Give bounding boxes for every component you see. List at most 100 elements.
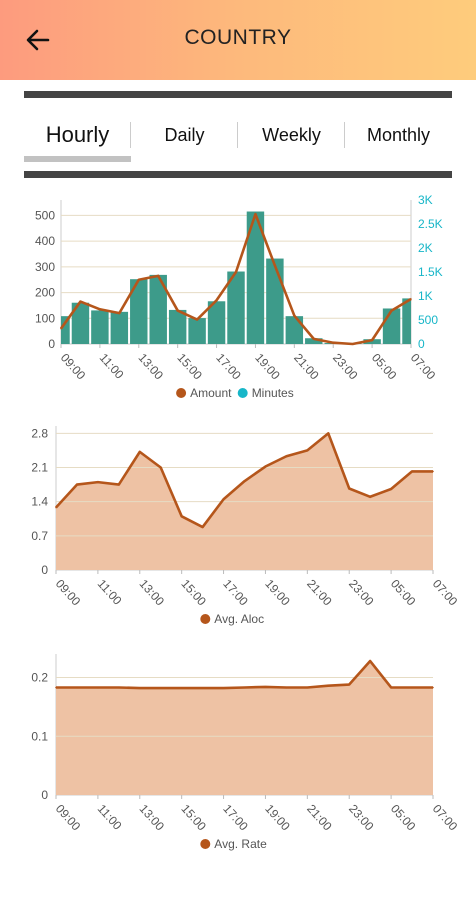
avg-aloc-chart: 0 0.7 1.4 2.1 2.8 09:00 11:00 13:00 15:00 17:00 19… (31, 426, 461, 626)
series-point (118, 483, 120, 486)
y-tick-label: 0.2 (31, 671, 48, 685)
tab-daily[interactable]: Daily (131, 112, 238, 160)
series-point (138, 451, 141, 453)
series-point (97, 686, 99, 689)
series-point (180, 515, 183, 518)
series-point (306, 686, 309, 689)
series-point (411, 470, 413, 473)
y-left-tick-label: 400 (35, 234, 55, 248)
tab-label: Weekly (262, 125, 321, 145)
minutes-bar (363, 339, 381, 344)
y-right-tick-label: 0 (418, 337, 425, 351)
x-tick-label: 23:00 (330, 351, 361, 383)
minutes-bar (91, 310, 109, 344)
series-point (390, 488, 392, 490)
x-tick-label: 09:00 (53, 802, 84, 834)
x-tick-label: 07:00 (430, 577, 461, 609)
tab-monthly[interactable]: Monthly (345, 112, 452, 160)
tab-separator (130, 122, 131, 148)
legend-marker (237, 388, 248, 398)
legend-marker (200, 614, 211, 624)
amount-point (60, 327, 62, 330)
minutes-bar (285, 316, 304, 344)
x-tick-label: 17:00 (213, 351, 244, 383)
avg-rate-chart: 0 0.1 0.2 09:00 11:00 13:00 15:00 17:00 19:00 21:… (31, 654, 461, 851)
amount-point (332, 341, 335, 344)
series-point (390, 686, 392, 689)
series-point (222, 687, 225, 689)
series-point (97, 481, 99, 483)
page-title: COUNTRY (184, 26, 292, 49)
minutes-bar (168, 309, 187, 344)
minutes-bar (207, 301, 226, 344)
tab-weekly[interactable]: Weekly (238, 112, 345, 160)
amount-point (235, 271, 237, 273)
x-tick-label: 07:00 (430, 802, 461, 834)
series-point (432, 470, 434, 473)
active-tab-indicator (24, 156, 131, 162)
y-right-tick-label: 2K (418, 241, 433, 255)
legend-label: Avg. Aloc (214, 612, 264, 626)
y-left-tick-label: 500 (35, 208, 55, 222)
legend-marker (200, 839, 211, 849)
series-point (285, 686, 288, 689)
series-point (327, 684, 330, 687)
series-point (327, 432, 330, 435)
y-left-tick-label: 0 (48, 337, 55, 351)
series-point (348, 683, 351, 686)
period-tabs: Hourly Daily Weekly Monthly (24, 112, 452, 162)
x-tick-label: 17:00 (220, 577, 251, 609)
y-tick-label: 2.8 (31, 426, 48, 440)
x-tick-label: 05:00 (388, 802, 419, 834)
minutes-bar (227, 271, 245, 344)
series-point (285, 455, 288, 458)
series-point (159, 466, 162, 469)
series-point (201, 526, 204, 528)
minutes-bar (130, 279, 148, 344)
x-tick-label: 13:00 (137, 802, 168, 834)
amount-point (371, 339, 373, 341)
x-tick-label: 21:00 (291, 351, 322, 383)
amount-point (215, 299, 218, 302)
amount-point (254, 213, 257, 215)
y-tick-label: 0 (41, 563, 48, 577)
series-area (56, 661, 433, 795)
tab-label: Hourly (45, 122, 110, 147)
series-point (159, 687, 162, 689)
x-tick-label: 19:00 (262, 577, 293, 609)
x-tick-label: 13:00 (137, 577, 168, 609)
minutes-bar (149, 274, 167, 344)
legend-marker (176, 388, 187, 398)
amount-minutes-chart: 0 100 200 300 400 500 0 500 1K 1.5K 2K 2.5K 3K 09:00 1… (35, 193, 443, 400)
minutes-bar (402, 298, 411, 344)
series-point (243, 686, 246, 689)
y-left-tick-label: 300 (35, 260, 55, 274)
series-point (55, 686, 57, 689)
back-arrow-icon[interactable] (22, 24, 54, 56)
x-tick-label: 21:00 (304, 802, 335, 834)
series-point (369, 660, 371, 662)
series-point (76, 483, 78, 486)
y-right-tick-label: 1.5K (418, 265, 443, 279)
x-tick-label: 23:00 (346, 577, 377, 609)
app-header: COUNTRY (0, 0, 476, 80)
amount-point (79, 300, 82, 303)
x-tick-label: 17:00 (220, 802, 251, 834)
tab-label: Monthly (366, 125, 431, 145)
y-tick-label: 0.1 (31, 729, 48, 743)
legend-label: Minutes (252, 386, 294, 400)
amount-point (99, 308, 101, 311)
tab-separator (237, 122, 238, 148)
tab-label: Daily (164, 125, 205, 145)
y-tick-label: 2.1 (31, 460, 48, 474)
x-tick-label: 05:00 (388, 577, 419, 609)
x-tick-label: 15:00 (178, 802, 209, 834)
bottom-divider (24, 171, 452, 178)
minutes-bar (110, 311, 129, 344)
amount-point (410, 298, 412, 300)
minutes-bar (246, 211, 265, 344)
y-right-tick-label: 1K (418, 289, 433, 303)
amount-point (137, 278, 140, 281)
tab-hourly[interactable]: Hourly (24, 112, 131, 162)
minutes-bar (305, 338, 323, 344)
